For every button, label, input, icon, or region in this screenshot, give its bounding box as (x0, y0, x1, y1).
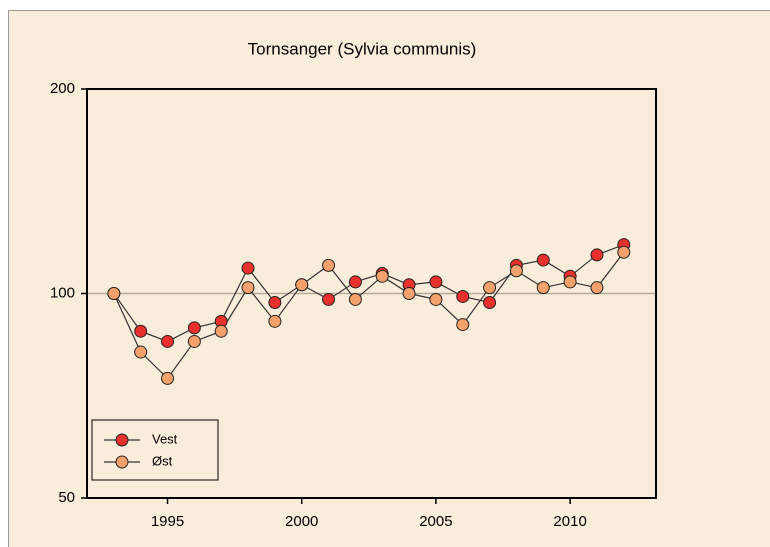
legend-label: Øst (152, 453, 173, 468)
data-point (456, 289, 470, 303)
data-point (483, 281, 497, 295)
plot-frame (86, 88, 657, 499)
data-point (348, 292, 362, 306)
chart-title: Tornsanger (Sylvia communis) (248, 39, 477, 58)
data-point (429, 275, 443, 289)
legend-label: Vest (152, 431, 178, 446)
x-tick-label: 1995 (151, 513, 184, 530)
data-point (214, 324, 228, 338)
data-point (402, 287, 416, 300)
data-point (134, 345, 148, 359)
data-point (295, 278, 309, 292)
background (8, 10, 770, 547)
data-point (107, 287, 121, 300)
y-tick-label: 100 (50, 284, 75, 301)
data-point (187, 321, 201, 335)
data-point (563, 275, 577, 289)
y-tick-label: 50 (58, 489, 75, 506)
x-tick-label: 2000 (285, 513, 318, 530)
data-point (536, 253, 550, 267)
data-point (617, 245, 631, 259)
data-point (322, 258, 336, 272)
data-point (134, 324, 148, 338)
data-point (322, 292, 336, 306)
x-tick-label: 2005 (419, 513, 452, 530)
data-point (375, 269, 389, 283)
data-point (590, 281, 604, 295)
data-point (348, 275, 362, 289)
data-point (268, 295, 282, 309)
data-point (509, 264, 523, 278)
legend-marker (115, 433, 129, 447)
legend-box (91, 419, 219, 481)
y-tick-label: 200 (50, 80, 75, 97)
data-point (161, 371, 175, 385)
data-point (483, 295, 497, 309)
data-point (241, 261, 255, 275)
data-point (536, 281, 550, 295)
data-point (456, 318, 470, 332)
legend-marker (115, 455, 129, 469)
data-point (241, 281, 255, 295)
data-point (590, 248, 604, 262)
data-point (429, 292, 443, 306)
data-point (268, 314, 282, 328)
data-point (161, 334, 175, 348)
data-point (187, 334, 201, 348)
x-tick-label: 2010 (553, 513, 586, 530)
